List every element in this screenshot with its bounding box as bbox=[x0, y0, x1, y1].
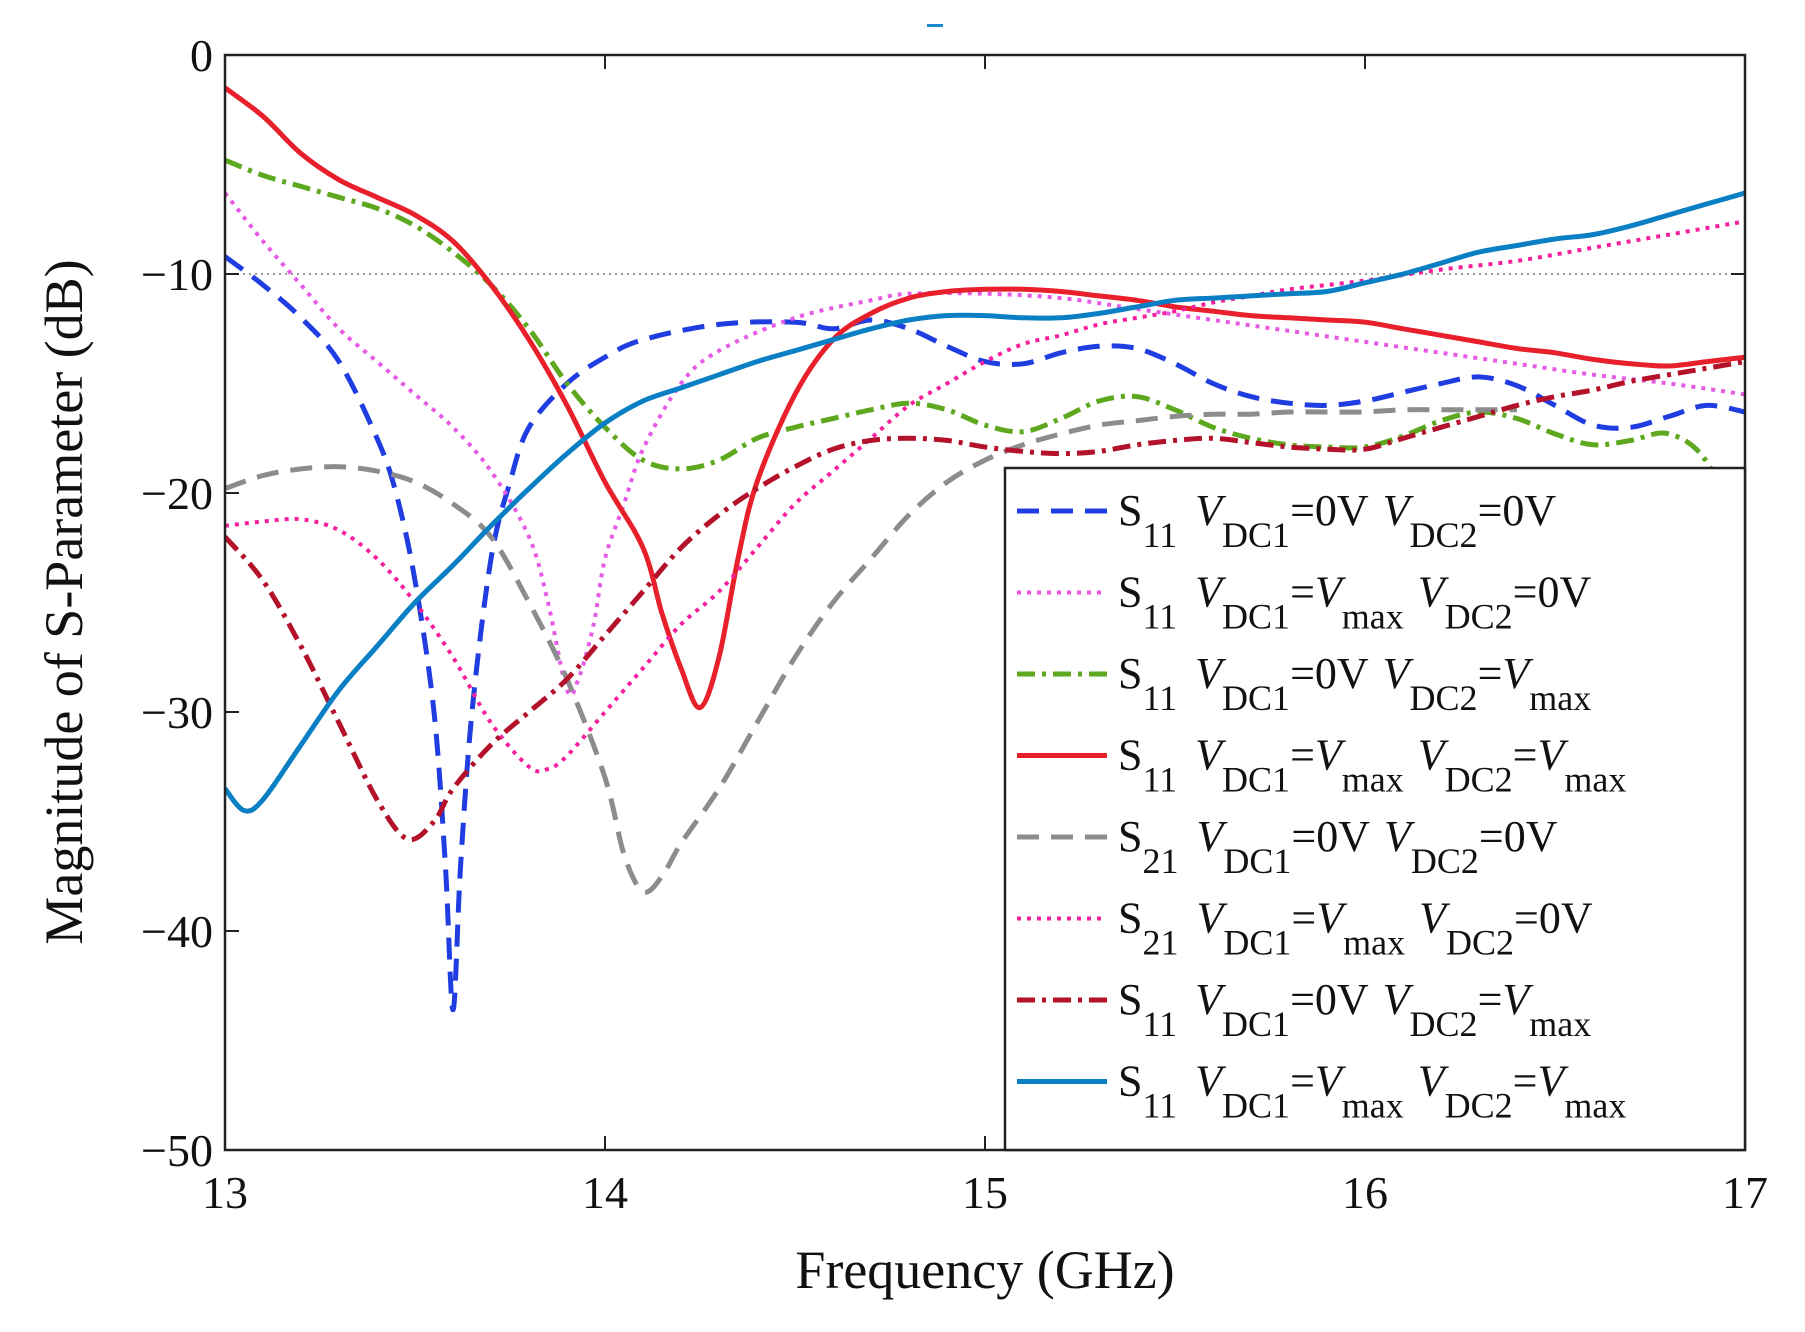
x-tick-label: 17 bbox=[1722, 1167, 1768, 1218]
series-line-7 bbox=[225, 359, 1745, 843]
legend-label-3: S11 VDC1=0V VDC2=Vmax bbox=[1118, 649, 1591, 718]
legend-label-1: S11 VDC1=0V VDC2=0V bbox=[1118, 486, 1556, 555]
y-axis-label: Magnitude of S-Parameter (dB) bbox=[34, 259, 94, 944]
x-tick-label: 14 bbox=[582, 1167, 628, 1218]
legend-label-8: S11 VDC1=Vmax VDC2=Vmax bbox=[1118, 1057, 1626, 1126]
series-line-6 bbox=[225, 219, 1745, 774]
series-line-4 bbox=[225, 85, 1745, 711]
y-tick-label: −50 bbox=[141, 1125, 213, 1176]
x-axis-label: Frequency (GHz) bbox=[795, 1240, 1174, 1300]
x-tick-label: 13 bbox=[202, 1167, 248, 1218]
y-tick-label: 0 bbox=[190, 30, 213, 81]
x-tick-label: 15 bbox=[962, 1167, 1008, 1218]
legend-box bbox=[1003, 466, 1747, 1152]
series-line-5 bbox=[225, 407, 1517, 895]
series-line-2 bbox=[225, 191, 1745, 698]
top-artifact-mark bbox=[927, 24, 943, 27]
y-tick-label: −30 bbox=[141, 687, 213, 738]
y-tick-label: −20 bbox=[141, 468, 213, 519]
legend: S11 VDC1=0V VDC2=0V S11 VDC1=Vmax VDC2=0V S11 V… bbox=[1003, 466, 1747, 1152]
series-line-1 bbox=[225, 254, 1745, 1013]
y-tick-label: −10 bbox=[141, 249, 213, 300]
series-line-8 bbox=[225, 190, 1745, 814]
y-tick-label: −40 bbox=[141, 906, 213, 957]
series-line-3 bbox=[225, 157, 1745, 549]
x-tick-label: 16 bbox=[1342, 1167, 1388, 1218]
legend-label-7: S11 VDC1=0V VDC2=Vmax bbox=[1118, 975, 1591, 1044]
legend-label-5: S21 VDC1=0V VDC2=0V bbox=[1118, 812, 1558, 881]
legend-label-4: S11 VDC1=Vmax VDC2=Vmax bbox=[1118, 731, 1626, 800]
legend-label-2: S11 VDC1=Vmax VDC2=0V bbox=[1118, 568, 1591, 637]
legend-label-6: S21 VDC1=Vmax VDC2=0V bbox=[1118, 894, 1593, 963]
